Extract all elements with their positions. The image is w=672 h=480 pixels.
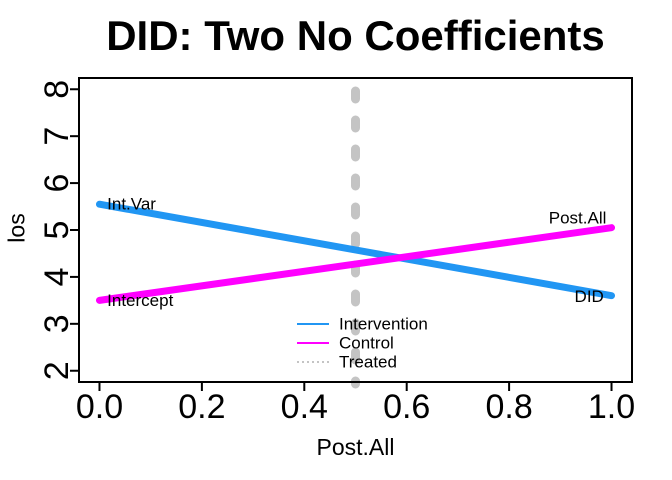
series-line-intervention [95, 200, 616, 300]
line-label-int-var: Int.Var [107, 195, 156, 214]
series-line-control [95, 224, 616, 304]
x-axis-title: Post.All [316, 434, 395, 460]
y-tick-label: 7 [38, 127, 76, 146]
x-tick-label: 0.4 [281, 388, 328, 426]
plot-title: DID: Two No Coefficients [106, 12, 605, 59]
plot-box [78, 77, 633, 383]
line-label-did: DID [575, 287, 604, 306]
y-tick-label: 5 [38, 221, 76, 240]
y-axis-title: los [3, 213, 30, 243]
legend-label-intervention: Intervention [339, 315, 428, 334]
legend-label-treated: Treated [339, 353, 397, 372]
x-tick-label: 0.6 [383, 388, 430, 426]
line-label-post-all: Post.All [549, 208, 607, 227]
x-tick-label: 1.0 [588, 388, 635, 426]
legend-label-control: Control [339, 334, 394, 353]
x-tick-label: 0.8 [485, 388, 532, 426]
y-tick-label: 6 [38, 174, 76, 193]
y-tick-label: 3 [38, 314, 76, 333]
y-tick-label: 2 [38, 361, 76, 380]
x-tick-label: 0.2 [178, 388, 225, 426]
y-tick-label: 8 [38, 80, 76, 99]
y-tick-label: 4 [38, 267, 76, 286]
x-tick-label: 0.0 [76, 388, 123, 426]
line-label-intercept: Intercept [107, 291, 173, 310]
